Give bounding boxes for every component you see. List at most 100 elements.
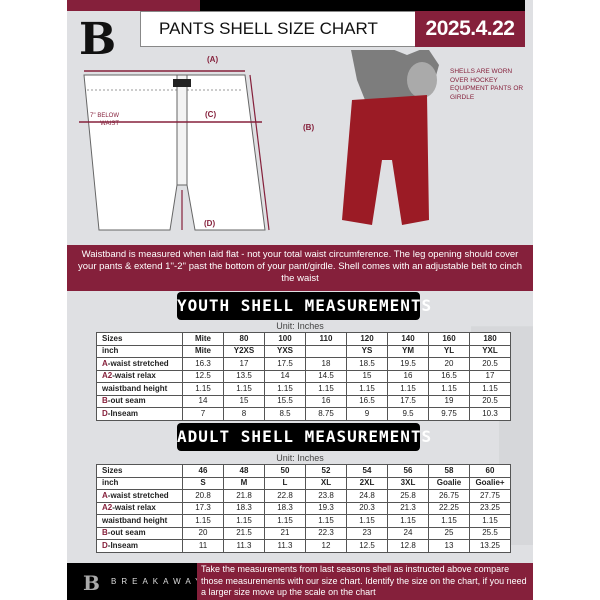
table-row: waistband height 1.15 1.15 1.15 1.15 1.15 1.15…	[96, 382, 511, 396]
table-cell: 25	[428, 526, 470, 540]
page-title: PANTS SHELL SIZE CHART	[140, 11, 418, 47]
table-cell: 1.15	[223, 514, 265, 528]
label-d: (D)	[204, 219, 215, 228]
row-label-text: Sizes	[102, 465, 123, 475]
table-cell: 9.5	[387, 407, 429, 421]
brand-logo: B	[79, 14, 117, 65]
table-cell: Goalie	[428, 476, 470, 490]
table-cell: 11.3	[223, 539, 265, 553]
table-cell: 20.3	[346, 501, 388, 515]
label-a: (A)	[207, 55, 218, 64]
brand-name: BREAKAWAY	[111, 577, 206, 586]
label-b: (B)	[303, 123, 314, 132]
table-cell: 11.3	[264, 539, 306, 553]
table-cell: 46	[182, 464, 224, 478]
table-cell: 17	[469, 369, 511, 383]
row-label: B-out seam	[96, 394, 183, 408]
table-cell: 19.3	[305, 501, 347, 515]
table-cell: 110	[305, 332, 347, 346]
table-cell: 1.15	[305, 382, 347, 396]
table-cell: 21.3	[387, 501, 429, 515]
table-cell: 15	[346, 369, 388, 383]
table-cell: 56	[387, 464, 429, 478]
table-cell: 17.3	[182, 501, 224, 515]
table-cell: Goalie+	[469, 476, 511, 490]
table-cell: 1.15	[346, 514, 388, 528]
table-row: A-waist stretched 16.3 17 17.5 18 18.5 19.5 20 2…	[96, 357, 511, 371]
table-row: D-Inseam 11 11.3 11.3 12 12.5 12.8 13 13.25	[96, 539, 511, 553]
table-cell: 1.15	[428, 514, 470, 528]
row-label: waistband height	[96, 382, 183, 396]
table-cell: 25.8	[387, 489, 429, 503]
row-label: inch	[96, 476, 183, 490]
table-cell: 18.3	[223, 501, 265, 515]
row-label-text: waistband height	[102, 383, 168, 393]
table-row: Sizes 46 48 50 52 54 56 58 60	[96, 464, 511, 478]
row-label-text: waistband height	[102, 515, 168, 525]
table-cell: 17.5	[387, 394, 429, 408]
table-cell: 140	[387, 332, 429, 346]
row-label: A2-waist relax	[96, 369, 183, 383]
worn-shell-photo	[342, 50, 439, 225]
row-label: Sizes	[96, 332, 183, 346]
label-c: (C)	[205, 110, 216, 119]
date-badge: 2025.4.22	[415, 11, 525, 47]
row-label-text: -Inseam	[107, 408, 139, 418]
table-cell: 3XL	[387, 476, 429, 490]
top-bar	[200, 0, 525, 11]
measure-mark: B	[102, 396, 108, 406]
table-cell: 18.3	[264, 501, 306, 515]
table-cell: 1.15	[469, 514, 511, 528]
measure-mark: B	[102, 528, 108, 538]
table-cell: 18	[305, 357, 347, 371]
table-cell: 23.25	[469, 501, 511, 515]
row-label: Sizes	[96, 464, 183, 478]
table-row: A2-waist relax 17.3 18.3 18.3 19.3 20.3 21.3 22…	[96, 501, 511, 515]
table-row: B-out seam 14 15 15.5 16 16.5 17.5 19 20.5	[96, 394, 511, 408]
table-cell: 10.3	[469, 407, 511, 421]
table-cell: YXS	[264, 344, 306, 358]
table-cell: 19.5	[387, 357, 429, 371]
table-cell: 1.15	[469, 382, 511, 396]
table-cell: 13.5	[223, 369, 265, 383]
table-cell: 16.5	[428, 369, 470, 383]
table-row: A2-waist relax 12.5 13.5 14 14.5 15 16 16.5 17	[96, 369, 511, 383]
table-cell: 1.15	[346, 382, 388, 396]
table-row: inch Mite Y2XS YXS YS YM YL YXL	[96, 344, 511, 358]
table-cell: 8.5	[264, 407, 306, 421]
table-cell: 7	[182, 407, 224, 421]
row-label-text: -waist relax	[112, 371, 156, 381]
table-row: Sizes Mite 80 100 110 120 140 160 180	[96, 332, 511, 346]
table-cell: 22.25	[428, 501, 470, 515]
row-label: A2-waist relax	[96, 501, 183, 515]
table-cell: 16	[387, 369, 429, 383]
table-cell	[305, 344, 347, 358]
table-cell: 14.5	[305, 369, 347, 383]
measure-mark: A	[102, 490, 108, 500]
row-label-text: -Inseam	[107, 540, 139, 550]
table-cell: 25.5	[469, 526, 511, 540]
table-cell: 1.15	[387, 514, 429, 528]
table-cell: 52	[305, 464, 347, 478]
pants-diagram: (A) (C) (B) (D)	[79, 50, 439, 231]
table-cell: 1.15	[428, 382, 470, 396]
measure-mark: A	[102, 358, 108, 368]
table-cell: 14	[182, 394, 224, 408]
table-cell: 22.8	[264, 489, 306, 503]
row-label-text: inch	[102, 346, 119, 356]
row-label-text: -waist stretched	[107, 490, 169, 500]
row-label-text: -out seam	[107, 528, 146, 538]
table-cell: 11	[182, 539, 224, 553]
table-cell: 8.75	[305, 407, 347, 421]
table-cell: 20.5	[469, 357, 511, 371]
table-cell: Y2XS	[223, 344, 265, 358]
table-cell: 22.3	[305, 526, 347, 540]
row-label-text: -waist stretched	[107, 358, 169, 368]
table-cell: 13.25	[469, 539, 511, 553]
table-cell: 20	[182, 526, 224, 540]
shells-note: SHELLS ARE WORN OVER HOCKEY EQUIPMENT PA…	[450, 68, 524, 101]
table-cell: 9.75	[428, 407, 470, 421]
table-cell: 80	[223, 332, 265, 346]
table-cell: 20.8	[182, 489, 224, 503]
top-bar-accent	[67, 0, 200, 11]
